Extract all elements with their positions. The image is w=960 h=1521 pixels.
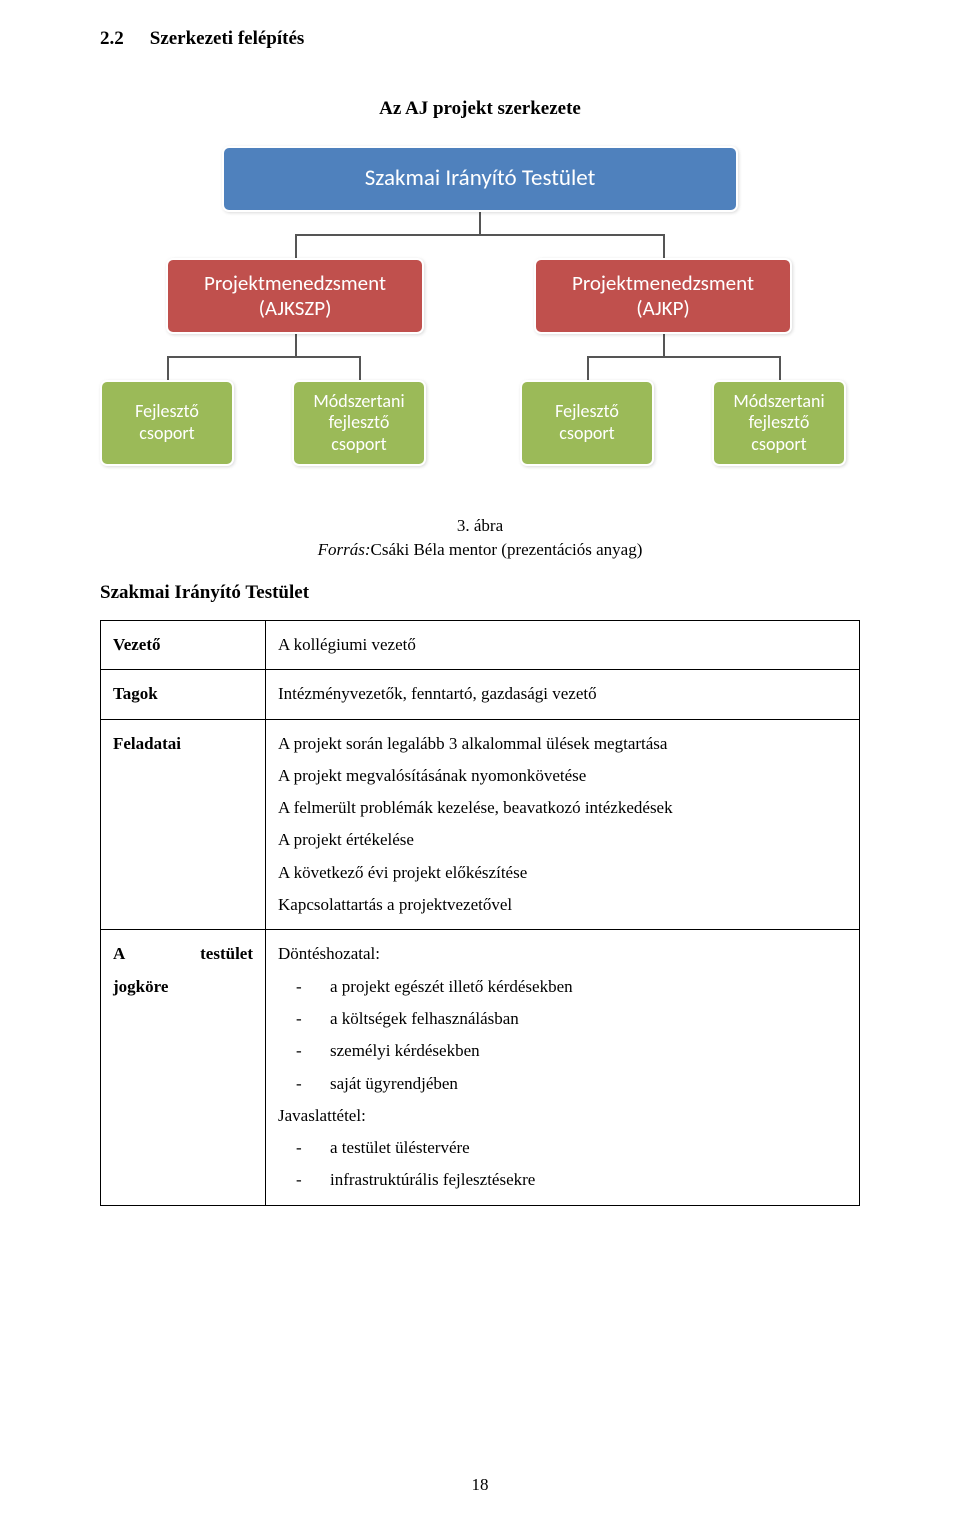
chart-subtitle: Az AJ projekt szerkezete — [100, 98, 860, 120]
source-prefix: Forrás: — [318, 540, 371, 559]
connector-line — [587, 356, 589, 380]
list-item: a testület üléstervére — [330, 1132, 847, 1164]
row-value: Döntéshozatal: a projekt egészét illető … — [266, 930, 860, 1205]
org-node-label: Módszertani — [733, 391, 824, 413]
list-item: A projekt megvalósításának nyomonkövetés… — [278, 760, 847, 792]
org-node-label: Módszertani — [313, 391, 404, 413]
org-node: Fejlesztőcsoport — [520, 380, 654, 466]
org-node: Projektmenedzsment(AJKSZP) — [166, 258, 424, 334]
connector-line — [295, 234, 665, 236]
org-node-label: fejlesztő — [749, 412, 810, 434]
page-number: 18 — [0, 1475, 960, 1495]
connector-line — [167, 356, 169, 380]
row-label: Tagok — [101, 670, 266, 719]
connector-line — [779, 356, 781, 380]
row-label: A testület jogköre — [101, 930, 266, 1205]
table-row: Vezető A kollégiumi vezető — [101, 621, 860, 670]
connector-line — [359, 356, 361, 380]
list-item: A projekt értékelése — [278, 824, 847, 856]
list-item: A felmerült problémák kezelése, beavatko… — [278, 792, 847, 824]
section-heading: 2.2 Szerkezeti felépítés — [100, 28, 860, 50]
figure-label: 3. ábra — [100, 516, 860, 536]
figure-caption: 3. ábra Forrás:Csáki Béla mentor (prezen… — [100, 516, 860, 560]
connector-line — [295, 234, 297, 258]
list-item: Kapcsolattartás a projektvezetővel — [278, 889, 847, 921]
connector-line — [167, 356, 359, 358]
connector-line — [479, 212, 481, 234]
stage-title: Szakmai Irányító Testület — [100, 582, 860, 604]
table-row: A testület jogköre Döntéshozatal: a proj… — [101, 930, 860, 1205]
row-value: A projekt során legalább 3 alkalommal ül… — [266, 719, 860, 930]
org-node: Módszertanifejlesztőcsoport — [292, 380, 426, 466]
org-chart: Szakmai Irányító Testület Projektmenedzsm… — [100, 146, 860, 476]
org-node: Módszertanifejlesztőcsoport — [712, 380, 846, 466]
org-node-label: (AJKSZP) — [259, 296, 332, 321]
org-node-label: Projektmenedzsment — [572, 271, 754, 296]
row-value: A kollégiumi vezető — [266, 621, 860, 670]
org-node: Szakmai Irányító Testület — [222, 146, 738, 212]
figure-source: Forrás:Csáki Béla mentor (prezentációs a… — [100, 540, 860, 560]
list-item: A következő évi projekt előkészítése — [278, 857, 847, 889]
table-row: Feladatai A projekt során legalább 3 alk… — [101, 719, 860, 930]
list-item: A projekt során legalább 3 alkalommal ül… — [278, 728, 847, 760]
label-part: A — [113, 938, 125, 970]
org-node-label: csoport — [139, 423, 194, 445]
list-item: a költségek felhasználásban — [330, 1003, 847, 1035]
section-number: 2.2 — [100, 28, 124, 50]
org-node-label: fejlesztő — [329, 412, 390, 434]
row-label: Feladatai — [101, 719, 266, 930]
org-node-label: csoport — [331, 434, 386, 456]
info-table: Vezető A kollégiumi vezető Tagok Intézmé… — [100, 620, 860, 1206]
connector-line — [295, 334, 297, 356]
row-value: Intézményvezetők, fenntartó, gazdasági v… — [266, 670, 860, 719]
row-label: Vezető — [101, 621, 266, 670]
org-node-label: Projektmenedzsment — [204, 271, 386, 296]
label-part: testület — [200, 938, 253, 970]
org-node: Projektmenedzsment(AJKP) — [534, 258, 792, 334]
table-row: Tagok Intézményvezetők, fenntartó, gazda… — [101, 670, 860, 719]
list-item: infrastruktúrális fejlesztésekre — [330, 1164, 847, 1196]
org-node-label: csoport — [559, 423, 614, 445]
group-title: Javaslattétel: — [278, 1100, 847, 1132]
org-node-label: csoport — [751, 434, 806, 456]
source-text: Csáki Béla mentor (prezentációs anyag) — [371, 540, 643, 559]
org-node-label: Fejlesztő — [555, 401, 619, 423]
list-item: a projekt egészét illető kérdésekben — [330, 971, 847, 1003]
org-node-label: Fejlesztő — [135, 401, 199, 423]
connector-line — [663, 234, 665, 258]
bullet-list: a testület üléstervére infrastruktúrális… — [278, 1132, 847, 1197]
section-title: Szerkezeti felépítés — [150, 28, 305, 49]
bullet-list: a projekt egészét illető kérdésekben a k… — [278, 971, 847, 1100]
org-node: Fejlesztőcsoport — [100, 380, 234, 466]
list-item: személyi kérdésekben — [330, 1035, 847, 1067]
org-node-label: (AJKP) — [636, 296, 690, 321]
connector-line — [587, 356, 779, 358]
connector-line — [663, 334, 665, 356]
label-part: jogköre — [113, 971, 253, 1003]
group-title: Döntéshozatal: — [278, 938, 847, 970]
list-item: saját ügyrendjében — [330, 1068, 847, 1100]
